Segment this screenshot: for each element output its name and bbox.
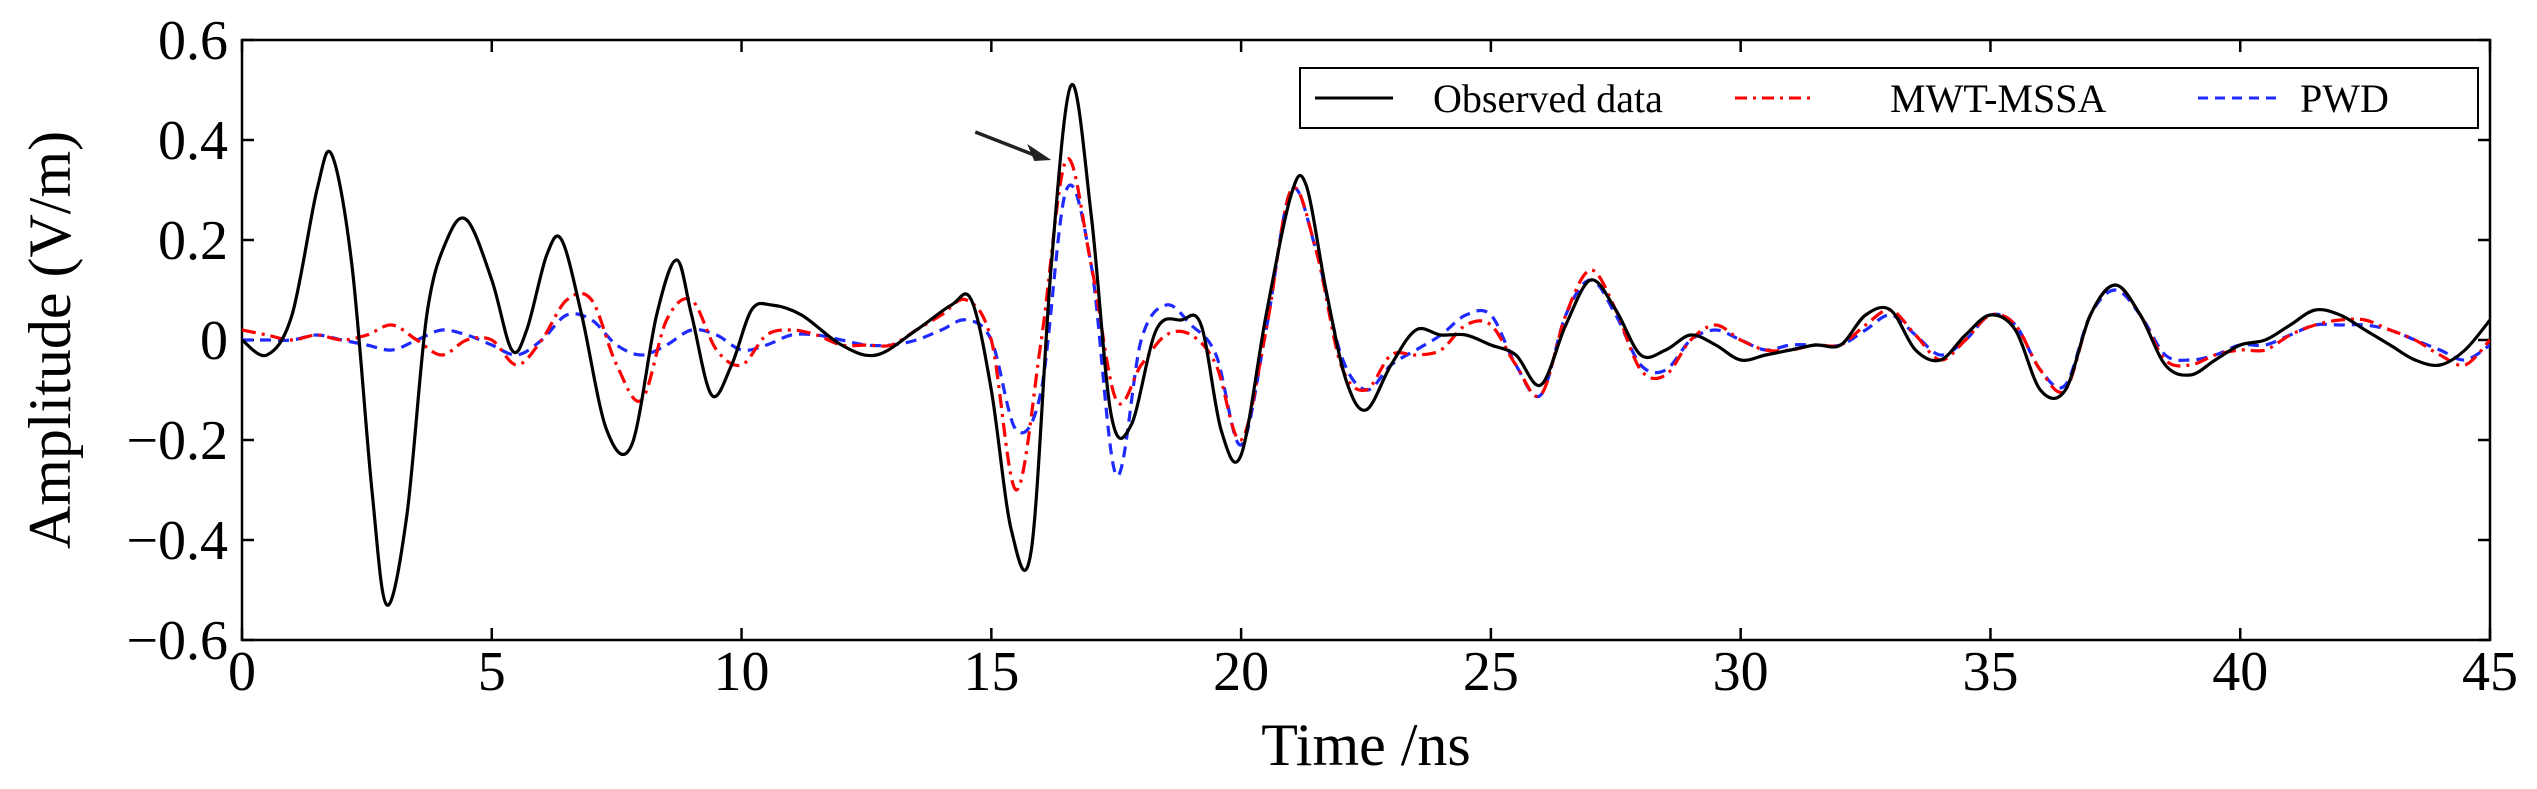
axis-ticks: 0 5 10 15 20 25 30 35 40 45 0.6 0.4 0.2 0 −0.2 −0.4 −0.6	[126, 10, 2518, 703]
x-tick-label: 10	[714, 641, 770, 703]
legend-label-pwd: PWD	[2300, 76, 2389, 121]
legend-label-mwt-mssa: MWT-MSSA	[1890, 76, 2106, 121]
x-tick-label: 0	[228, 641, 256, 703]
x-axis-title: Time /ns	[1261, 712, 1471, 778]
x-tick-label: 40	[2212, 641, 2268, 703]
x-tick-label: 25	[1463, 641, 1519, 703]
x-tick-label: 35	[1962, 641, 2018, 703]
series-line-observed	[242, 83, 2490, 607]
legend-label-observed: Observed data	[1433, 76, 1663, 121]
y-tick-label: −0.4	[126, 510, 228, 572]
x-tick-label: 45	[2462, 641, 2518, 703]
x-tick-label: 30	[1713, 641, 1769, 703]
plot-area	[240, 38, 2492, 642]
y-tick-label: 0	[200, 310, 228, 372]
x-tick-label: 20	[1213, 641, 1269, 703]
annotation-arrow-shaft	[974, 130, 1040, 159]
y-tick-label: −0.2	[126, 410, 228, 472]
x-tick-label: 5	[478, 641, 506, 703]
annotation-layer	[974, 130, 1052, 161]
y-tick-label: 0.6	[158, 10, 228, 72]
y-tick-label: 0.4	[158, 110, 228, 172]
y-axis-title: Amplitude (V/m)	[17, 131, 83, 549]
annotation-arrow-head	[1027, 144, 1052, 161]
x-tick-label: 15	[963, 641, 1019, 703]
y-tick-label: 0.2	[158, 210, 228, 272]
legend-box	[1299, 67, 2479, 129]
legend: Observed data MWT-MSSA PWD	[1299, 67, 2479, 129]
y-tick-label: −0.6	[126, 610, 228, 672]
series-layer	[242, 83, 2490, 607]
